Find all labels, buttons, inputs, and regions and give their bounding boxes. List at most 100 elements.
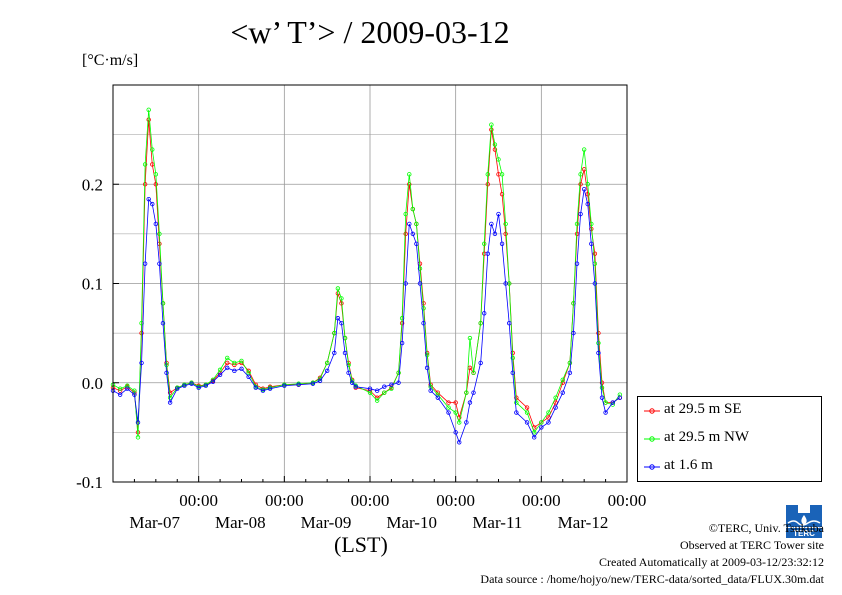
data-point (142, 261, 148, 266)
data-point (396, 370, 401, 376)
data-point (489, 122, 494, 127)
data-point (503, 231, 508, 237)
data-point (142, 162, 148, 167)
data-point (399, 340, 405, 346)
data-point (592, 251, 598, 256)
data-point (596, 340, 601, 346)
series-line (112, 119, 621, 433)
data-point (457, 420, 462, 425)
data-point (367, 386, 373, 391)
data-point (478, 360, 483, 366)
data-point (492, 147, 498, 152)
data-point (324, 368, 330, 374)
data-point (396, 380, 401, 385)
data-point (496, 157, 501, 162)
data-point (574, 261, 580, 266)
data-point (489, 221, 494, 227)
data-point (153, 182, 159, 187)
data-point (164, 370, 169, 376)
data-point (225, 355, 230, 361)
data-point (125, 383, 130, 388)
data-point (117, 386, 123, 391)
data-point (428, 388, 433, 393)
data-point (482, 311, 487, 316)
data-point (157, 231, 162, 237)
data-point (617, 395, 623, 400)
series-0 (110, 117, 623, 435)
data-point (196, 385, 201, 390)
data-point (524, 405, 530, 410)
y-axis-unit-label: [°C·m/s] (82, 52, 139, 69)
legend-label-se: at 29.5 m SE (664, 401, 742, 417)
data-point (496, 211, 501, 217)
legend-label-nw: at 29.5 m NW (664, 429, 749, 445)
legend-item-ground: at 1.6 m (644, 457, 819, 477)
data-point (132, 392, 137, 397)
data-point (407, 182, 412, 187)
y-tick-label: 0.1 (82, 275, 103, 294)
data-point (446, 405, 451, 410)
data-point (574, 221, 580, 227)
data-point (374, 398, 380, 403)
data-point (403, 281, 408, 286)
data-point (471, 390, 476, 395)
data-point (260, 388, 266, 393)
data-point (453, 400, 458, 405)
data-point (585, 191, 590, 197)
x-tick-date-label: Mar-10 (386, 513, 437, 532)
data-point (560, 390, 565, 395)
x-tick-time-label: 00:00 (436, 491, 475, 510)
data-point (446, 400, 451, 405)
data-point (531, 435, 537, 440)
data-point (157, 261, 162, 266)
x-tick-date-label: Mar-07 (129, 513, 180, 532)
data-point (492, 142, 498, 147)
data-point (546, 420, 551, 425)
data-point (510, 355, 515, 361)
data-point (421, 321, 426, 326)
data-point (467, 400, 473, 405)
data-point (282, 383, 287, 388)
data-point (414, 241, 419, 246)
data-point (560, 380, 565, 385)
data-point (267, 386, 273, 391)
logo-text: TERC (793, 529, 815, 538)
chart-title: <w’ T’> / 2009-03-12 (230, 14, 510, 50)
data-point (253, 385, 258, 390)
legend-marker-se (644, 408, 660, 414)
data-point (142, 182, 148, 187)
data-point (146, 117, 151, 122)
data-point (339, 321, 344, 326)
data-point (182, 383, 187, 388)
plot-frame (112, 84, 628, 483)
data-point (524, 410, 530, 415)
data-point (424, 365, 430, 371)
data-point (150, 147, 155, 152)
y-tick-label: -0.1 (76, 473, 103, 492)
data-point (514, 400, 519, 405)
data-point (353, 384, 358, 389)
data-point (374, 388, 380, 393)
data-point (246, 374, 251, 379)
data-point (167, 400, 173, 405)
data-point (592, 281, 598, 286)
data-point (589, 241, 594, 246)
data-point (471, 370, 476, 376)
data-point (610, 400, 615, 405)
legend: at 29.5 m SE at 29.5 m NW at 1.6 m (637, 396, 822, 482)
data-point (150, 201, 155, 207)
data-point (560, 377, 565, 382)
data-point (482, 241, 487, 246)
data-point (567, 360, 573, 366)
data-point (567, 370, 573, 376)
data-point (539, 420, 544, 425)
x-tick-time-label: 00:00 (522, 491, 561, 510)
data-point (117, 392, 123, 397)
data-point (581, 187, 587, 192)
data-point (578, 211, 583, 217)
data-point (578, 172, 583, 177)
data-point (139, 360, 144, 366)
data-point (410, 231, 416, 237)
data-point (403, 211, 408, 217)
data-point (492, 231, 498, 237)
